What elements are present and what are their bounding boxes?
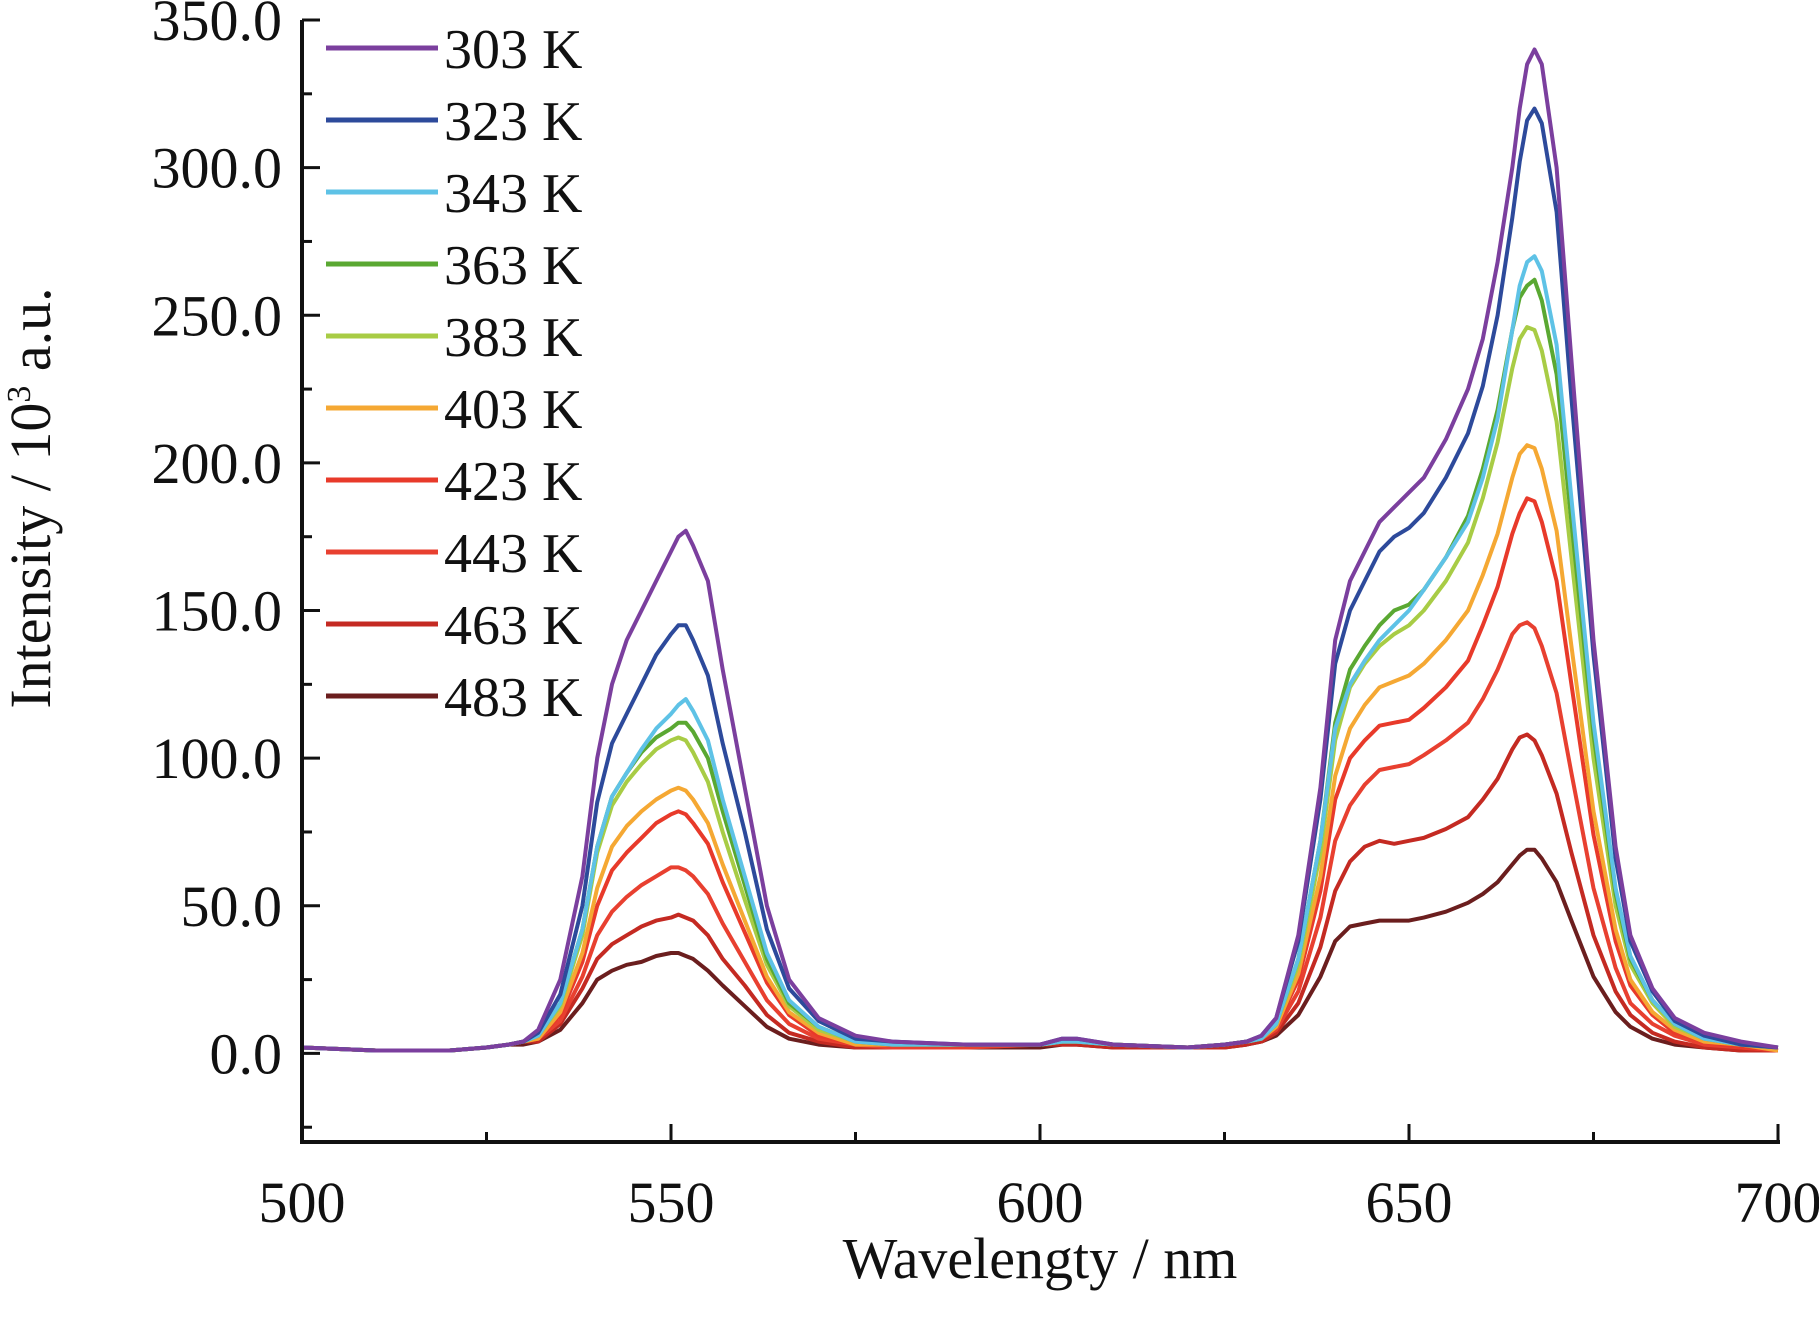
legend-label: 343 K: [444, 163, 582, 225]
x-tick-label: 650: [1366, 1170, 1453, 1235]
series-line-483-K: [301, 847, 1778, 1053]
legend-label: 323 K: [444, 91, 582, 153]
legend-label: 423 K: [444, 451, 582, 513]
x-tick-label: 500: [259, 1170, 346, 1235]
legend-label: 363 K: [444, 235, 582, 297]
x-axis-title: Wavelengty / nm: [843, 1226, 1238, 1291]
legend-label: 443 K: [444, 523, 582, 585]
y-tick-label: 200.0: [152, 431, 283, 496]
y-axis-title-main: Intensity / 10: [0, 403, 63, 709]
series-line-303-K: [301, 47, 1779, 1053]
y-tick-label: 100.0: [152, 726, 283, 791]
y-tick-label: 50.0: [181, 874, 283, 939]
y-axis-title-superscript: 3: [1, 386, 38, 403]
legend: 303 K 323 K 343 K 363 K 383 K 403 K 423 K 443 K…: [326, 19, 582, 729]
y-axis-title: Intensity / 103 a.u.: [0, 287, 63, 708]
x-tick-label: 700: [1735, 1170, 1819, 1235]
series-line-463-K: [301, 732, 1778, 1053]
y-tick-label: 150.0: [152, 579, 283, 644]
legend-label: 463 K: [444, 595, 582, 657]
legend-label: 403 K: [444, 379, 582, 441]
y-tick-label: 0.0: [210, 1021, 283, 1086]
legend-label: 303 K: [444, 19, 582, 81]
y-axis-title-unit: a.u.: [0, 287, 63, 385]
y-tick-label: 300.0: [152, 136, 283, 201]
y-tick-label: 250.0: [152, 283, 283, 348]
x-tick-label: 600: [997, 1170, 1084, 1235]
series-layer: [301, 47, 1779, 1053]
ticks: 500 550 600 650 700 0.0 50.0 100.0 150.0 200.0 250…: [152, 0, 1819, 1235]
legend-label: 483 K: [444, 667, 582, 729]
legend-label: 383 K: [444, 307, 582, 369]
x-tick-label: 550: [628, 1170, 715, 1235]
y-tick-label: 350.0: [152, 0, 283, 53]
